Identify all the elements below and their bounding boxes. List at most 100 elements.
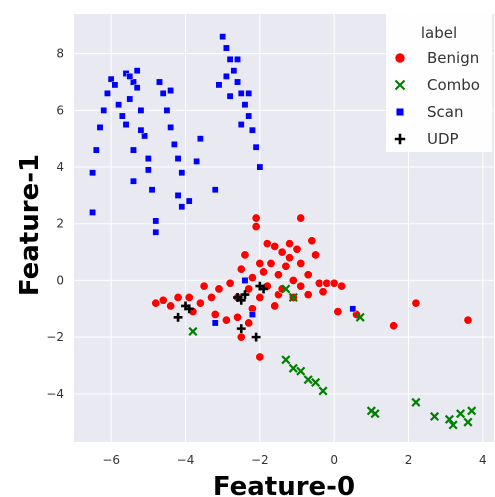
point-scan	[144, 155, 152, 162]
point-udp	[236, 295, 246, 305]
point-benign	[236, 332, 246, 342]
point-benign	[210, 309, 220, 319]
point-scan	[237, 121, 245, 128]
point-scan	[89, 169, 96, 177]
point-benign	[296, 213, 306, 223]
point-scan	[122, 121, 130, 128]
legend-label-combo: Combo	[427, 76, 480, 94]
point-combo	[411, 397, 421, 407]
x-tick-label: 2	[405, 453, 413, 467]
x-tick-label: 4	[479, 453, 487, 467]
point-combo	[188, 326, 198, 337]
point-benign	[296, 258, 306, 268]
data-points	[89, 33, 477, 430]
point-benign	[288, 275, 298, 285]
x-tick-label: 0	[330, 453, 338, 467]
point-scan	[174, 192, 182, 199]
series-udp	[173, 281, 268, 342]
point-benign	[266, 258, 276, 268]
point-benign	[333, 307, 343, 317]
point-benign	[199, 281, 209, 291]
point-combo	[281, 284, 291, 294]
point-benign	[251, 213, 261, 223]
point-scan	[178, 203, 186, 211]
legend-title: label	[421, 24, 457, 42]
point-scan	[133, 84, 141, 92]
point-benign	[240, 250, 250, 260]
point-udp	[259, 284, 268, 294]
point-scan	[126, 95, 134, 103]
point-benign	[236, 264, 246, 274]
series-benign	[151, 213, 473, 362]
point-scan	[185, 197, 193, 205]
point-benign	[285, 253, 295, 263]
point-combo	[281, 355, 291, 365]
point-combo	[455, 409, 466, 419]
point-benign	[318, 287, 328, 297]
point-scan	[249, 126, 256, 134]
point-combo	[429, 411, 440, 422]
point-combo	[463, 417, 473, 427]
point-scan	[349, 305, 357, 313]
legend-item-scan: Scan	[396, 103, 463, 121]
x-tick-labels: −6 −4 −2 0 2 4	[102, 453, 486, 467]
point-benign	[233, 312, 243, 322]
point-benign	[255, 352, 265, 362]
point-scan	[193, 158, 201, 165]
point-combo	[296, 366, 306, 376]
point-benign	[311, 250, 321, 260]
point-benign	[281, 261, 291, 271]
point-udp	[236, 324, 246, 334]
point-combo	[444, 414, 454, 424]
point-benign	[225, 278, 235, 288]
y-tick-label: 0	[56, 273, 64, 287]
legend-label-udp: UDP	[427, 130, 459, 148]
point-udp	[240, 290, 250, 300]
point-benign	[411, 298, 421, 308]
point-scan	[159, 90, 167, 97]
point-scan	[226, 56, 234, 63]
point-combo	[467, 406, 477, 416]
point-scan	[245, 112, 253, 120]
point-scan	[167, 87, 174, 94]
point-benign	[166, 301, 176, 311]
point-udp	[184, 304, 194, 314]
point-scan	[226, 92, 234, 100]
y-tick-label: −4	[46, 387, 64, 401]
legend-item-combo: Combo	[394, 76, 480, 94]
point-combo	[288, 292, 298, 303]
legend-marker-combo	[394, 79, 406, 91]
legend-label-benign: Benign	[427, 49, 479, 67]
point-benign	[273, 270, 283, 280]
point-scan	[100, 107, 108, 114]
legend-item-udp: UDP	[394, 130, 459, 148]
point-benign	[270, 241, 280, 251]
point-scan	[130, 78, 137, 86]
point-combo	[288, 363, 298, 373]
point-benign	[307, 236, 317, 246]
point-benign	[251, 222, 261, 232]
point-scan	[230, 67, 238, 75]
point-benign	[255, 292, 265, 302]
point-benign	[389, 321, 399, 331]
point-benign	[292, 244, 302, 254]
point-scan	[107, 75, 115, 83]
legend-label-scan: Scan	[427, 103, 463, 121]
point-scan	[96, 124, 104, 131]
point-benign	[259, 267, 269, 277]
point-combo	[303, 375, 313, 385]
legend-marker-benign	[394, 52, 406, 64]
point-scan	[219, 33, 227, 41]
point-scan	[211, 319, 219, 327]
legend: label Benign Combo Scan UDP	[386, 14, 492, 152]
point-scan	[163, 107, 171, 114]
point-benign	[244, 284, 254, 294]
point-scan	[211, 186, 219, 194]
point-udp	[251, 332, 261, 342]
point-scan	[252, 143, 260, 151]
point-scan	[104, 90, 111, 97]
point-scan	[241, 101, 249, 109]
point-scan	[89, 209, 96, 216]
point-scan	[237, 90, 245, 97]
point-combo	[318, 386, 328, 396]
